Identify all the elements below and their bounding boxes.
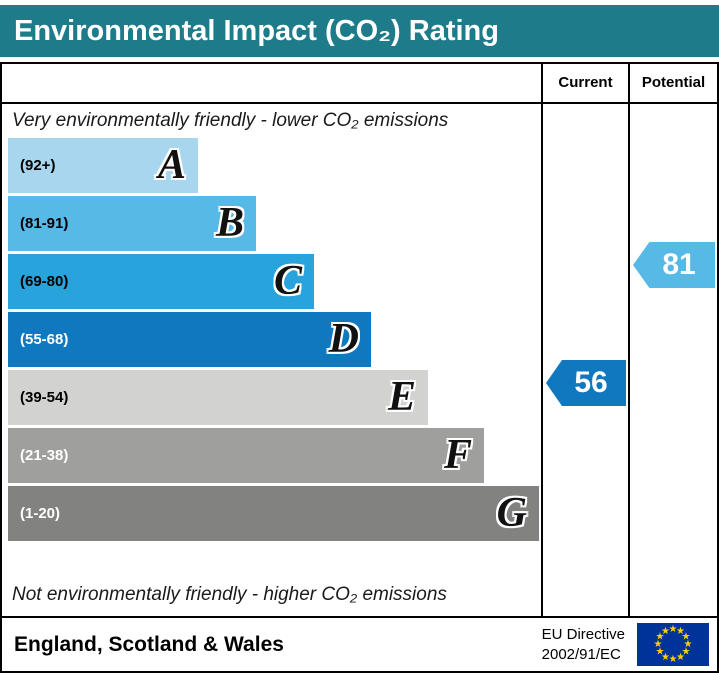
- eu-directive-line1: EU Directive: [541, 626, 625, 643]
- band-letter: C: [273, 258, 302, 304]
- band-letter: D: [328, 316, 359, 362]
- eu-directive-label: EU Directive 2002/91/EC: [542, 625, 625, 666]
- bottom-note: Not environmentally friendly - higher CO…: [12, 584, 447, 605]
- band-row-E: (39-54) E: [8, 370, 541, 425]
- band-row-A: (92+) A: [8, 138, 541, 193]
- chart-title: Environmental Impact (CO₂) Rating: [14, 15, 499, 47]
- eu-flag-star: ★: [676, 651, 685, 663]
- band-row-G: (1-20) G: [8, 486, 541, 541]
- current-column-header: Current: [558, 74, 613, 91]
- band-row-F: (21-38) F: [8, 428, 541, 483]
- eu-directive-line2: 2002/91/EC: [541, 646, 621, 664]
- eu-flag-star: ★: [661, 651, 670, 663]
- eu-flag-star: ★: [681, 646, 691, 657]
- eu-flag-star: ★: [661, 625, 670, 637]
- eu-flag-star: ★: [655, 646, 665, 657]
- band-bar-C: (69-80) C: [8, 254, 314, 309]
- band-letter: G: [496, 490, 527, 536]
- current-arrow: 56: [546, 360, 626, 406]
- eu-flag-star: ★: [655, 631, 665, 642]
- eu-flag-star: ★: [668, 653, 678, 665]
- chart-title-bar: Environmental Impact (CO₂) Rating: [0, 5, 719, 57]
- chart-area: Current Potential Very environmentally f…: [0, 62, 719, 618]
- band-bar-G: (1-20) G: [8, 486, 539, 541]
- eu-flag-star: ★: [676, 625, 685, 637]
- band-row-C: (69-80) C: [8, 254, 541, 309]
- band-letter: E: [387, 374, 416, 420]
- band-letter: A: [157, 142, 186, 188]
- band-range: (55-68): [20, 331, 69, 348]
- band-range: (39-54): [20, 389, 69, 406]
- band-row-D: (55-68) D: [8, 312, 541, 367]
- eu-flag-star: ★: [653, 638, 663, 650]
- band-range: (81-91): [20, 215, 69, 232]
- band-row-B: (81-91) B: [8, 196, 541, 251]
- band-range: (92+): [20, 157, 56, 174]
- band-range: (69-80): [20, 273, 69, 290]
- eu-flag-icon: ★ ★ ★ ★ ★ ★ ★ ★ ★ ★ ★ ★: [637, 623, 709, 666]
- top-note: Very environmentally friendly - lower CO…: [12, 110, 449, 131]
- band-range: (1-20): [20, 505, 61, 522]
- band-bar-F: (21-38) F: [8, 428, 484, 483]
- potential-arrow: 81: [633, 242, 715, 288]
- eu-flag-star: ★: [668, 623, 678, 635]
- current-column-divider: [541, 64, 543, 616]
- band-letter: F: [443, 432, 472, 478]
- band-letter: B: [215, 200, 244, 246]
- band-bar-D: (55-68) D: [8, 312, 371, 367]
- potential-value: 81: [662, 248, 696, 281]
- eu-flag-star: ★: [681, 631, 691, 642]
- potential-column-divider: [628, 64, 630, 616]
- region-label: England, Scotland & Wales: [14, 632, 284, 656]
- band-range: (21-38): [20, 447, 69, 464]
- header-divider: [2, 102, 717, 104]
- footer: England, Scotland & Wales EU Directive 2…: [0, 618, 719, 673]
- potential-column-header: Potential: [641, 74, 706, 91]
- band-bar-A: (92+) A: [8, 138, 198, 193]
- current-value: 56: [574, 366, 608, 399]
- bands: (92+) A (81-91) B (69-80) C (55-68) D (39-54) E (2…: [8, 138, 541, 544]
- band-bar-B: (81-91) B: [8, 196, 256, 251]
- eu-flag-star: ★: [683, 638, 693, 650]
- band-bar-E: (39-54) E: [8, 370, 428, 425]
